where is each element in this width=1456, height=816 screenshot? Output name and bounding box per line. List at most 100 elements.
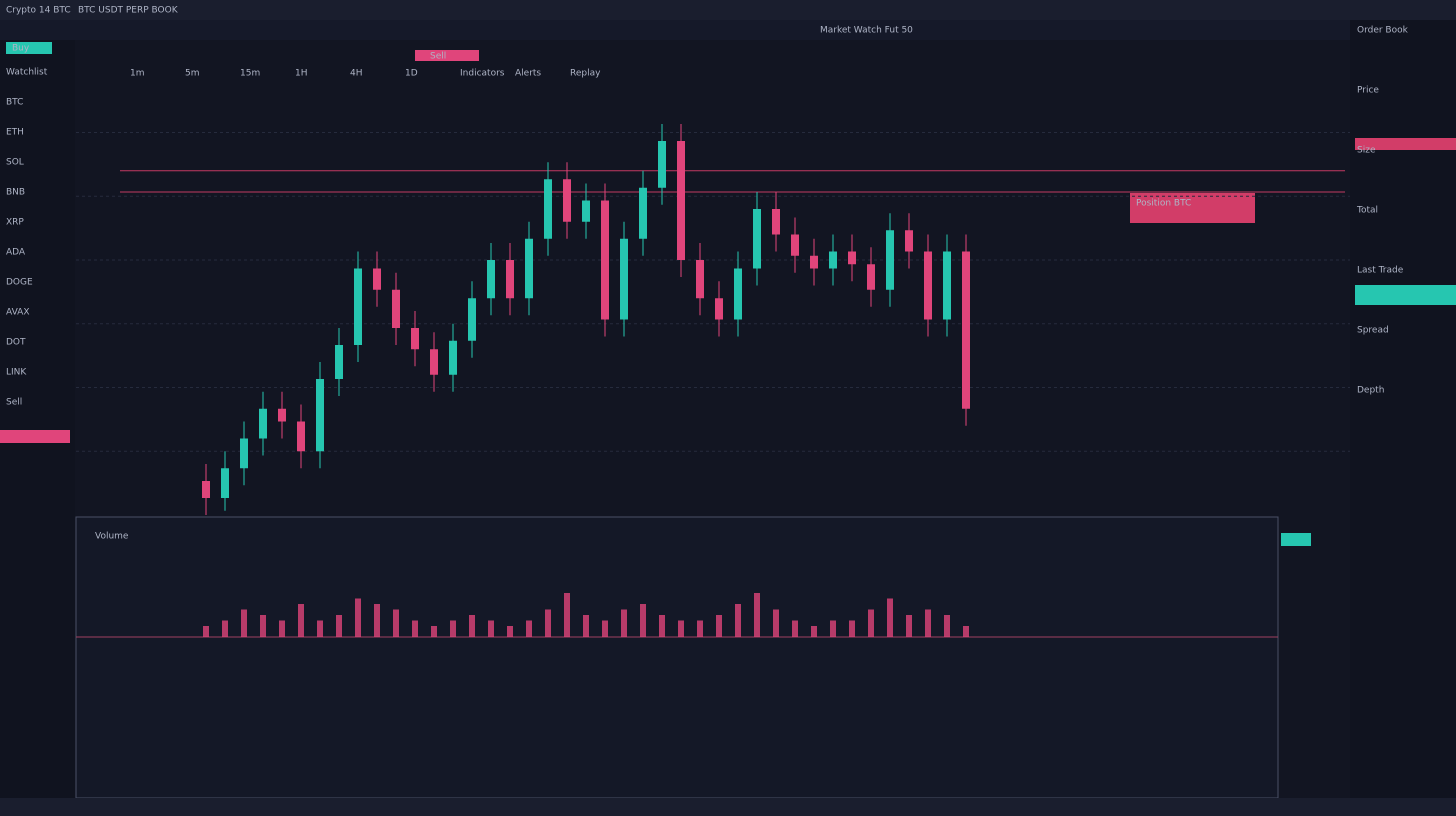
candle-body (430, 349, 438, 375)
volume-bar (849, 620, 855, 637)
watchlist-item[interactable]: ADA (6, 248, 26, 258)
volume-bar (678, 620, 684, 637)
candle-body (810, 255, 818, 269)
candle-body (734, 268, 742, 320)
sell-tab[interactable] (0, 430, 70, 443)
volume-bar (203, 626, 209, 637)
volume-bar (298, 604, 304, 637)
volume-bar (754, 593, 760, 637)
volume-bar (222, 620, 228, 637)
timeframe-button[interactable]: 1m (130, 69, 145, 79)
main-chart-area (76, 60, 1350, 515)
volume-bar (602, 620, 608, 637)
watchlist-item[interactable]: AVAX (6, 308, 29, 318)
watchlist-item[interactable]: ETH (6, 128, 24, 138)
timeframe-button[interactable]: Indicators (460, 69, 505, 79)
volume-bar (260, 615, 266, 637)
candle-body (392, 289, 400, 328)
watchlist-item[interactable]: Watchlist (6, 68, 48, 78)
mid-price-row (1355, 285, 1456, 305)
watchlist-item[interactable]: DOGE (6, 278, 33, 288)
watchlist-item[interactable]: Sell (6, 398, 22, 408)
timeframe-button[interactable]: 4H (350, 69, 363, 79)
volume-bar (374, 604, 380, 637)
candle-body (563, 179, 571, 222)
candle-body (335, 345, 343, 379)
candle-body (487, 260, 495, 299)
candle-body (677, 141, 685, 260)
candle-body (658, 141, 666, 188)
candle-body (905, 230, 913, 252)
volume-bar (431, 626, 437, 637)
volume-bar (887, 598, 893, 637)
center-title: Market Watch Fut 50 (820, 26, 913, 36)
candle-body (829, 251, 837, 269)
volume-bar (811, 626, 817, 637)
candle-body (715, 298, 723, 320)
candle-body (221, 468, 229, 498)
volume-bar (393, 609, 399, 637)
candle-body (943, 251, 951, 320)
volume-bar (868, 609, 874, 637)
panel-label: Last Trade (1357, 266, 1404, 276)
timeframe-button[interactable]: Alerts (515, 69, 541, 79)
candle-body (297, 421, 305, 452)
watchlist-item[interactable]: LINK (6, 368, 27, 378)
buy-button[interactable] (6, 42, 52, 54)
candle-body (240, 438, 248, 469)
timeframe-button[interactable]: 5m (185, 69, 200, 79)
timeframe-button[interactable]: 1D (405, 69, 418, 79)
timeframe-button[interactable]: 15m (240, 69, 260, 79)
volume-bar (469, 615, 475, 637)
last-price-tag (1281, 533, 1311, 546)
ask-row (1355, 138, 1456, 150)
volume-bar (716, 615, 722, 637)
position-label: Position BTC (1136, 199, 1191, 209)
sell-button[interactable] (415, 50, 479, 61)
candle-body (506, 260, 514, 299)
volume-bar (944, 615, 950, 637)
volume-bar (963, 626, 969, 637)
candle-body (202, 481, 210, 498)
candle-body (924, 251, 932, 320)
volume-bar (355, 598, 361, 637)
candle-body (259, 408, 267, 439)
volume-bar (735, 604, 741, 637)
volume-bar (621, 609, 627, 637)
panel-label: Total (1356, 206, 1378, 216)
volume-bar (640, 604, 646, 637)
candle-body (886, 230, 894, 290)
panel-label: Order Book (1357, 26, 1409, 36)
candle-body (772, 209, 780, 235)
candle-body (449, 340, 457, 375)
volume-bar (412, 620, 418, 637)
timeframe-button[interactable]: 1H (295, 69, 308, 79)
candle-body (962, 251, 970, 409)
watchlist-item[interactable]: BNB (6, 188, 25, 198)
volume-bar (241, 609, 247, 637)
candle-body (468, 298, 476, 341)
volume-bar (507, 626, 513, 637)
panel-label: Depth (1357, 386, 1384, 396)
timeframe-button[interactable]: Replay (570, 69, 601, 79)
volume-bar (697, 620, 703, 637)
volume-bar (488, 620, 494, 637)
volume-bar (583, 615, 589, 637)
watchlist-item[interactable]: DOT (6, 338, 26, 348)
alert-box (1130, 193, 1255, 223)
watchlist-item[interactable]: SOL (6, 158, 24, 168)
watchlist-item[interactable]: BTC (6, 98, 23, 108)
watchlist-item[interactable]: XRP (6, 218, 24, 228)
pair-title: BTC USDT PERP BOOK (78, 6, 179, 16)
panel-label: Price (1357, 86, 1379, 96)
candle-body (639, 187, 647, 239)
right-panel (1350, 20, 1456, 798)
volume-pane (75, 516, 1279, 799)
volume-bar (906, 615, 912, 637)
volume-bar (659, 615, 665, 637)
app-title: Crypto 14 BTC (6, 6, 71, 16)
volume-bar (526, 620, 532, 637)
candle-body (525, 238, 533, 299)
candle-body (582, 200, 590, 222)
